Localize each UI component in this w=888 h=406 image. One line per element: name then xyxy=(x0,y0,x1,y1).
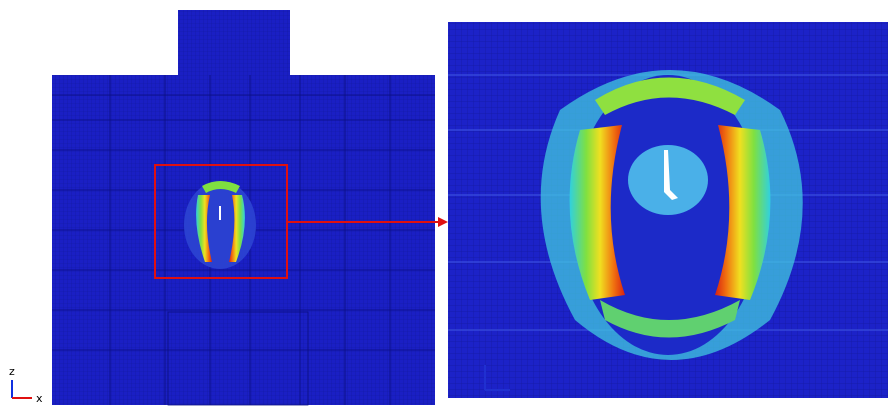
arrow-head xyxy=(438,217,448,227)
axes-triad: z x xyxy=(9,365,43,405)
right-zoom xyxy=(448,22,888,398)
x-label: x xyxy=(36,392,43,405)
left-model xyxy=(52,10,435,405)
z-label: z xyxy=(9,365,15,378)
screenshot: z x xyxy=(0,0,888,406)
